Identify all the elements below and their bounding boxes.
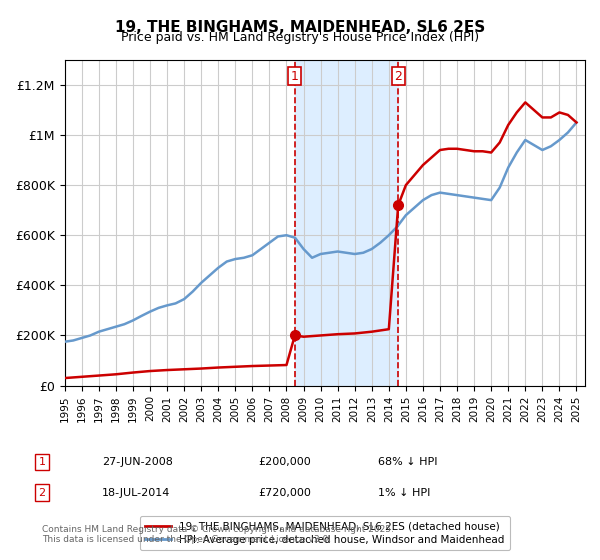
Text: Price paid vs. HM Land Registry's House Price Index (HPI): Price paid vs. HM Land Registry's House … [121,31,479,44]
Text: 18-JUL-2014: 18-JUL-2014 [102,488,170,498]
Text: 68% ↓ HPI: 68% ↓ HPI [378,457,437,467]
Legend: 19, THE BINGHAMS, MAIDENHEAD, SL6 2ES (detached house), HPI: Average price, deta: 19, THE BINGHAMS, MAIDENHEAD, SL6 2ES (d… [140,516,510,550]
Text: 1: 1 [38,457,46,467]
Text: 1% ↓ HPI: 1% ↓ HPI [378,488,430,498]
Bar [295,60,398,386]
Text: 1: 1 [291,69,299,82]
Text: Contains HM Land Registry data © Crown copyright and database right 2025.
This d: Contains HM Land Registry data © Crown c… [42,525,394,544]
Text: 2: 2 [394,69,402,82]
Text: £200,000: £200,000 [258,457,311,467]
Text: 19, THE BINGHAMS, MAIDENHEAD, SL6 2ES: 19, THE BINGHAMS, MAIDENHEAD, SL6 2ES [115,20,485,35]
Text: 27-JUN-2008: 27-JUN-2008 [102,457,173,467]
Text: £720,000: £720,000 [258,488,311,498]
Text: 2: 2 [38,488,46,498]
